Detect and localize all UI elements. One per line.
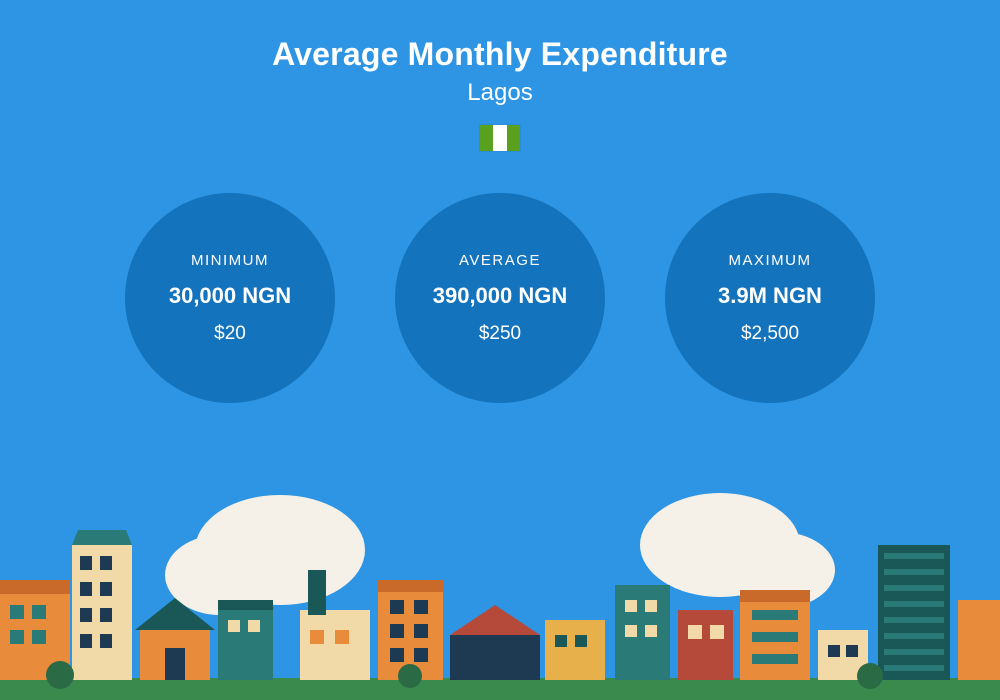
stat-usd: $20 bbox=[214, 323, 246, 345]
stat-value: 30,000 NGN bbox=[169, 283, 291, 309]
stat-label: AVERAGE bbox=[459, 252, 541, 269]
page-title: Average Monthly Expenditure bbox=[0, 36, 1000, 73]
stat-circle-average: AVERAGE 390,000 NGN $250 bbox=[395, 193, 605, 403]
stat-circle-minimum: MINIMUM 30,000 NGN $20 bbox=[125, 193, 335, 403]
flag-stripe-right bbox=[507, 125, 520, 151]
stat-usd: $250 bbox=[479, 323, 521, 345]
stat-label: MINIMUM bbox=[191, 252, 269, 269]
page-subtitle: Lagos bbox=[0, 79, 1000, 107]
stat-circle-maximum: MAXIMUM 3.9M NGN $2,500 bbox=[665, 193, 875, 403]
stat-usd: $2,500 bbox=[741, 323, 799, 345]
flag-stripe-left bbox=[480, 125, 493, 151]
cityscape-illustration bbox=[0, 490, 1000, 700]
stat-value: 390,000 NGN bbox=[433, 283, 568, 309]
stat-label: MAXIMUM bbox=[729, 252, 812, 269]
content-area: Average Monthly Expenditure Lagos MINIMU… bbox=[0, 0, 1000, 403]
nigeria-flag-icon bbox=[480, 125, 520, 151]
stat-value: 3.9M NGN bbox=[718, 283, 822, 309]
flag-stripe-center bbox=[493, 125, 506, 151]
stat-circles-row: MINIMUM 30,000 NGN $20 AVERAGE 390,000 N… bbox=[0, 193, 1000, 403]
